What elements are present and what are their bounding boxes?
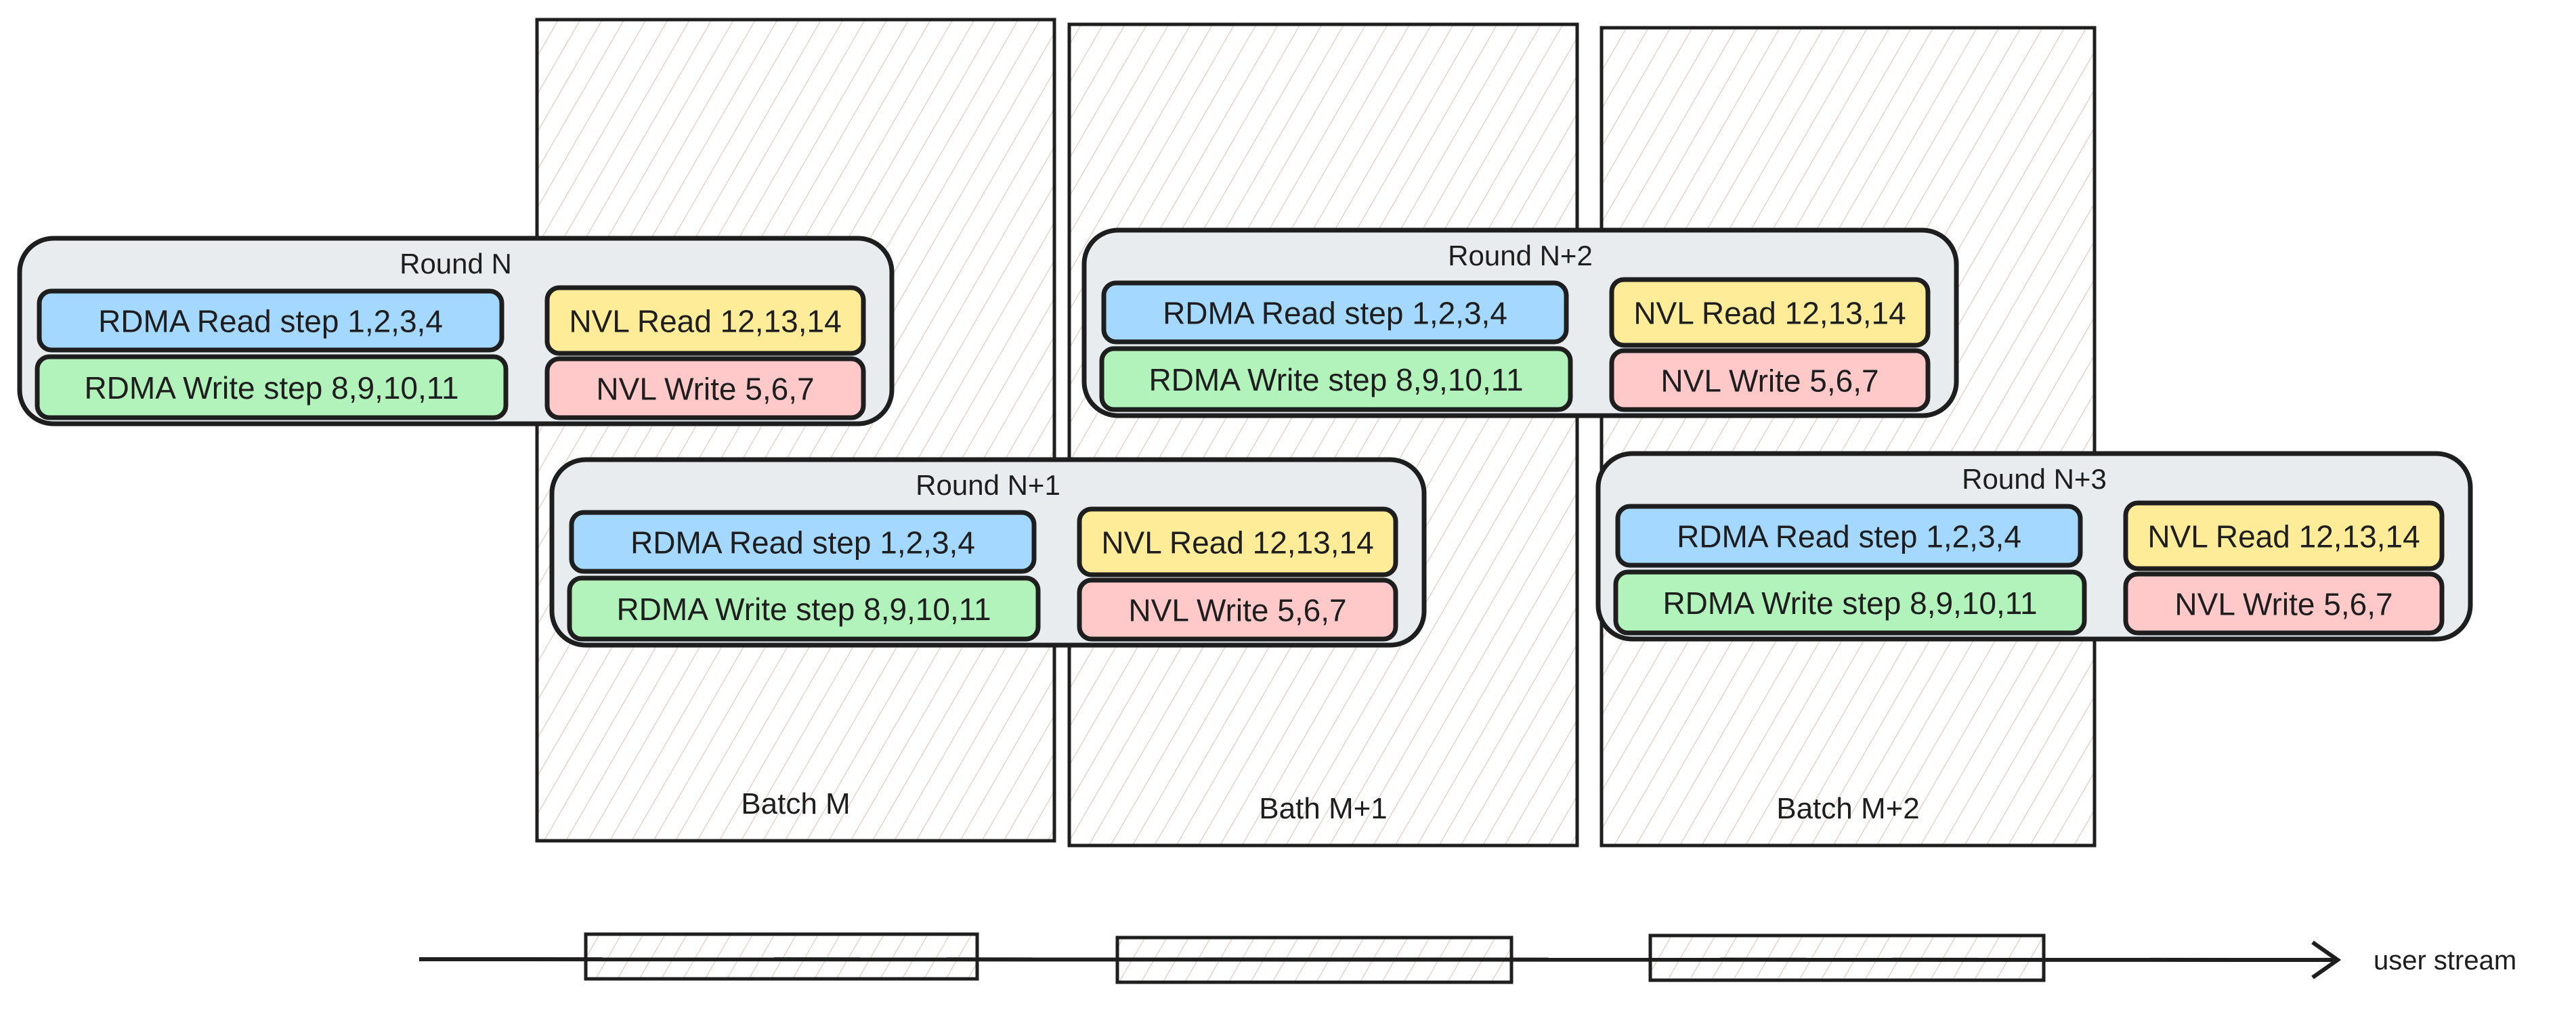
nvl-read-label: NVL Read 12,13,14 (1633, 296, 1906, 331)
nvl-write-box (1077, 577, 1398, 642)
nvl-write-label: NVL Write 5,6,7 (2174, 587, 2392, 622)
rdma-write-box (1099, 346, 1573, 412)
round-title: Round N (400, 248, 512, 280)
batch-label: Batch M (741, 787, 850, 820)
rdma-write-label: RDMA Write step 8,9,10,11 (84, 370, 458, 405)
rdma-write-box (1613, 569, 2087, 636)
batches: Batch M Bath M+1 Batch M+2 (535, 18, 2097, 848)
batch-label: Batch M+2 (1776, 792, 1920, 825)
stream-label: user stream (2374, 946, 2516, 975)
stream-batch-slot (584, 932, 979, 981)
rounds: Round N RDMA Read step 1,2,3,4 RDMA Write … (17, 227, 2473, 648)
rdma-read-label: RDMA Read step 1,2,3,4 (1163, 296, 1507, 331)
stream-arrow-line (418, 957, 2337, 962)
nvl-read-label: NVL Read 12,13,14 (1101, 525, 1373, 561)
rdma-read-label: RDMA Read step 1,2,3,4 (1677, 519, 2021, 554)
round-group: Round N+2 RDMA Read step 1,2,3,4 RDMA Writ… (1081, 227, 1959, 418)
nvl-read-label: NVL Read 12,13,14 (569, 304, 841, 339)
nvl-write-box (2123, 571, 2445, 636)
round-title: Round N+2 (1448, 240, 1593, 271)
round-group: Round N RDMA Read step 1,2,3,4 RDMA Write … (17, 236, 895, 426)
rdma-read-label: RDMA Read step 1,2,3,4 (98, 304, 443, 339)
nvl-write-label: NVL Write 5,6,7 (596, 372, 814, 407)
round-group: Round N+3 RDMA Read step 1,2,3,4 RDMA Writ… (1595, 451, 2473, 642)
arrow-head-icon (2311, 940, 2342, 980)
batch-box (535, 18, 1056, 843)
batch-box (1600, 26, 2097, 848)
round-title: Round N+1 (916, 469, 1060, 501)
nvl-read-box (2123, 500, 2445, 571)
rdma-read-box (569, 510, 1037, 574)
user-stream-timeline: user stream (418, 932, 2516, 984)
round-title: Round N+3 (1962, 463, 2107, 495)
rdma-write-box (567, 575, 1041, 642)
rdma-write-label: RDMA Write step 8,9,10,11 (1149, 362, 1523, 397)
batch-column: Batch M+2 (1600, 26, 2097, 848)
nvl-write-box (544, 356, 866, 420)
rdma-read-label: RDMA Read step 1,2,3,4 (630, 525, 975, 561)
round-group: Round N+1 RDMA Read step 1,2,3,4 RDMA Writ… (549, 457, 1427, 648)
batch-label: Bath M+1 (1259, 792, 1388, 825)
rdma-read-box (1615, 504, 2083, 568)
nvl-write-label: NVL Write 5,6,7 (1128, 593, 1346, 628)
batch-box (1067, 22, 1579, 848)
rdma-write-label: RDMA Write step 8,9,10,11 (616, 592, 991, 627)
nvl-read-box (544, 285, 866, 356)
nvl-read-label: NVL Read 12,13,14 (2147, 519, 2420, 554)
rdma-read-box (1101, 280, 1569, 345)
nvl-write-box (1609, 348, 1931, 412)
nvl-read-box (1609, 277, 1931, 348)
rdma-write-box (35, 354, 509, 420)
batch-column: Bath M+1 (1067, 22, 1579, 848)
nvl-write-label: NVL Write 5,6,7 (1660, 364, 1879, 399)
rdma-read-box (37, 288, 505, 353)
batch-column: Batch M (535, 18, 1056, 843)
rdma-write-label: RDMA Write step 8,9,10,11 (1662, 586, 2037, 621)
nvl-read-box (1077, 506, 1398, 577)
